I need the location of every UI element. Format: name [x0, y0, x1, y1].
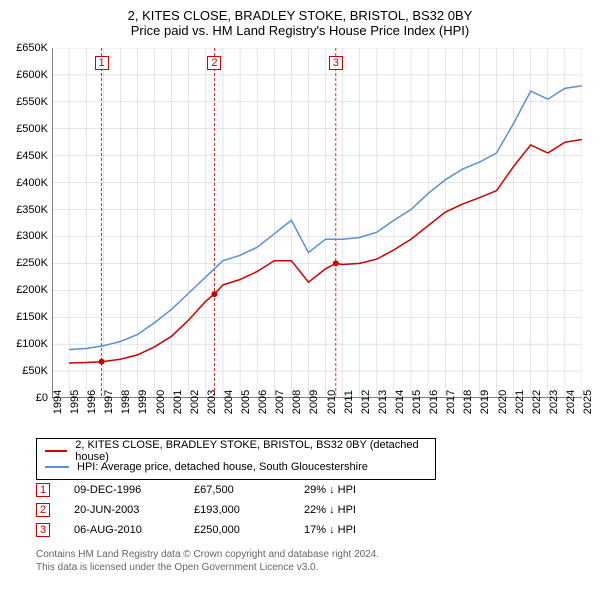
y-axis-label: £600K	[0, 69, 48, 81]
sales-date: 06-AUG-2010	[74, 524, 194, 536]
y-axis-label: £250K	[0, 257, 48, 269]
x-axis-label: 2025	[582, 390, 594, 414]
x-axis-label: 1998	[120, 390, 132, 414]
footer-line1: Contains HM Land Registry data © Crown c…	[36, 548, 379, 561]
sales-date: 20-JUN-2003	[74, 504, 194, 516]
x-axis-label: 2012	[360, 390, 372, 414]
x-axis-label: 2000	[155, 390, 167, 414]
x-axis-label: 1999	[137, 390, 149, 414]
y-axis-label: £400K	[0, 177, 48, 189]
y-axis-label: £500K	[0, 123, 48, 135]
y-axis-label: £450K	[0, 150, 48, 162]
x-axis-label: 2011	[343, 390, 355, 414]
y-axis-label: £650K	[0, 42, 48, 54]
y-axis-label: £0	[0, 392, 48, 404]
chart-container: 2, KITES CLOSE, BRADLEY STOKE, BRISTOL, …	[0, 0, 600, 590]
sales-price: £67,500	[194, 484, 304, 496]
sale-marker: 1	[95, 56, 109, 70]
sale-marker: 3	[329, 56, 343, 70]
x-axis-label: 2003	[206, 390, 218, 414]
x-axis-label: 2005	[240, 390, 252, 414]
x-axis-label: 2024	[565, 390, 577, 414]
sales-date: 09-DEC-1996	[74, 484, 194, 496]
sales-delta: 22% ↓ HPI	[304, 504, 404, 516]
legend-swatch-hpi	[45, 466, 69, 468]
x-axis-label: 2004	[223, 390, 235, 414]
x-axis-label: 2007	[274, 390, 286, 414]
y-axis-label: £200K	[0, 284, 48, 296]
x-axis-label: 2023	[548, 390, 560, 414]
chart-area: £0£50K£100K£150K£200K£250K£300K£350K£400…	[52, 48, 582, 398]
x-axis-label: 2017	[445, 390, 457, 414]
sale-marker: 2	[207, 56, 221, 70]
sales-num: 2	[36, 503, 50, 517]
x-axis-label: 2019	[479, 390, 491, 414]
chart-title: 2, KITES CLOSE, BRADLEY STOKE, BRISTOL, …	[0, 0, 600, 23]
y-axis-label: £550K	[0, 96, 48, 108]
x-axis-label: 2014	[394, 390, 406, 414]
sales-num: 3	[36, 523, 50, 537]
x-axis-label: 2006	[257, 390, 269, 414]
sales-table: 1 09-DEC-1996£67,50029% ↓ HPI 2 20-JUN-2003…	[36, 480, 404, 540]
x-axis-label: 1995	[69, 390, 81, 414]
y-axis-label: £50K	[0, 365, 48, 377]
x-axis-label: 2020	[497, 390, 509, 414]
x-axis-label: 1996	[86, 390, 98, 414]
x-axis-label: 1997	[103, 390, 115, 414]
x-axis-label: 1994	[52, 390, 64, 414]
sales-row: 1 09-DEC-1996£67,50029% ↓ HPI	[36, 480, 404, 500]
sales-price: £250,000	[194, 524, 304, 536]
legend-label-hpi: HPI: Average price, detached house, Sout…	[77, 461, 368, 473]
x-axis-label: 2022	[531, 390, 543, 414]
footer-line2: This data is licensed under the Open Gov…	[36, 561, 379, 574]
x-axis-label: 2015	[411, 390, 423, 414]
sales-num: 1	[36, 483, 50, 497]
sales-row: 2 20-JUN-2003£193,00022% ↓ HPI	[36, 500, 404, 520]
x-axis-label: 2016	[428, 390, 440, 414]
x-axis-label: 2002	[189, 390, 201, 414]
x-axis-label: 2008	[291, 390, 303, 414]
legend: 2, KITES CLOSE, BRADLEY STOKE, BRISTOL, …	[36, 438, 436, 480]
legend-label-property: 2, KITES CLOSE, BRADLEY STOKE, BRISTOL, …	[75, 439, 427, 463]
x-axis-label: 2009	[308, 390, 320, 414]
x-axis-label: 2013	[377, 390, 389, 414]
legend-swatch-property	[45, 450, 67, 452]
x-axis-label: 2001	[172, 390, 184, 414]
chart-subtitle: Price paid vs. HM Land Registry's House …	[0, 23, 600, 44]
x-axis-label: 2010	[326, 390, 338, 414]
chart-plot	[52, 48, 582, 398]
x-axis-label: 2021	[514, 390, 526, 414]
sales-row: 3 06-AUG-2010£250,00017% ↓ HPI	[36, 520, 404, 540]
y-axis-label: £300K	[0, 230, 48, 242]
sales-price: £193,000	[194, 504, 304, 516]
footer: Contains HM Land Registry data © Crown c…	[36, 548, 379, 574]
y-axis-label: £100K	[0, 338, 48, 350]
sales-delta: 29% ↓ HPI	[304, 484, 404, 496]
y-axis-label: £350K	[0, 204, 48, 216]
y-axis-label: £150K	[0, 311, 48, 323]
legend-row-property: 2, KITES CLOSE, BRADLEY STOKE, BRISTOL, …	[45, 443, 427, 459]
x-axis-label: 2018	[462, 390, 474, 414]
sales-delta: 17% ↓ HPI	[304, 524, 404, 536]
